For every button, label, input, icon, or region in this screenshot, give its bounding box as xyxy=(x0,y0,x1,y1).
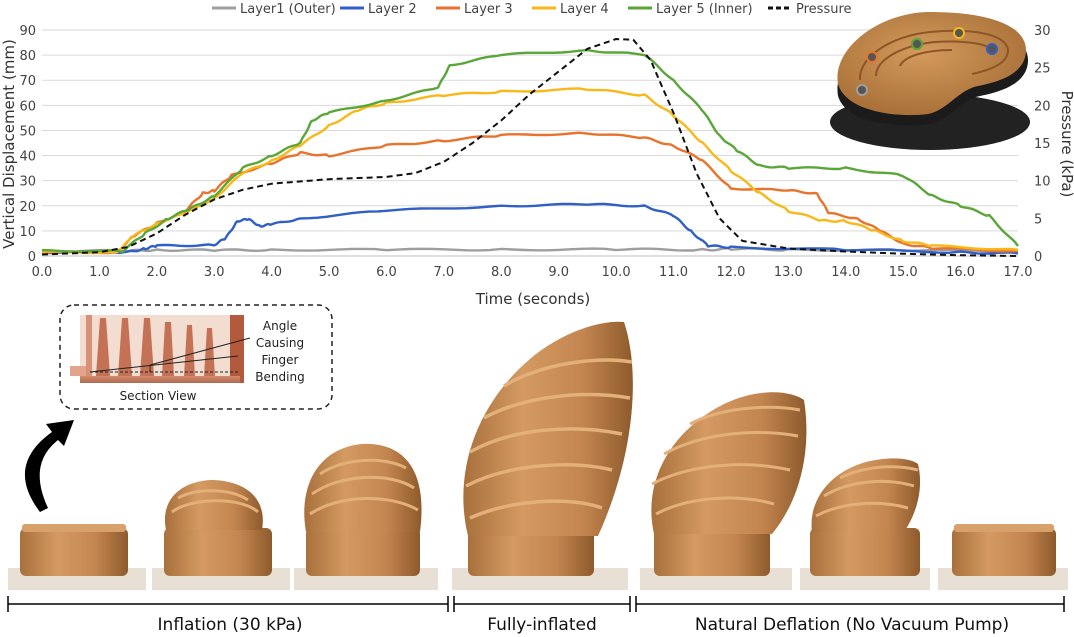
legend-label: Layer 2 xyxy=(368,2,417,17)
legend: Layer1 (Outer) Layer 2 Layer 3 Layer 4 Layer… xyxy=(212,2,852,17)
y-tick-label: 70 xyxy=(19,74,36,89)
curved-arrow-icon xyxy=(24,420,74,512)
x-tick-label: 5.0 xyxy=(319,265,340,280)
y-tick-label: 20 xyxy=(19,200,36,215)
series-layer xyxy=(41,38,1019,257)
legend-label: Layer 3 xyxy=(464,2,513,17)
y2-tick-label: 20 xyxy=(1034,99,1051,114)
legend-label: Layer 5 (Inner) xyxy=(656,2,753,17)
sensor-marker-layer2 xyxy=(986,43,998,55)
photo-frame-2 xyxy=(152,480,290,590)
photo-frame-6 xyxy=(800,458,930,590)
angle-label-line-1: Angle xyxy=(263,319,297,333)
series-line-layer-3 xyxy=(41,131,1019,255)
photo-frame-4 xyxy=(452,321,633,590)
photo-frame-3 xyxy=(294,443,438,590)
stage-label-natural-deflation: Natural Deflation (No Vacuum Pump) xyxy=(695,615,1009,635)
photo-frame-5 xyxy=(640,392,807,590)
section-view-label: Section View xyxy=(120,389,197,403)
y-tick-label: 10 xyxy=(19,225,36,240)
x-tick-label: 2.0 xyxy=(146,265,167,280)
x-tick-label: 10.0 xyxy=(602,265,631,280)
section-view-inset: Angle Causing Finger Bending Section Vie… xyxy=(59,304,333,410)
legend-label: Pressure xyxy=(796,2,852,17)
section-view-diagram xyxy=(70,315,251,383)
y2-tick-label: 10 xyxy=(1034,175,1051,190)
sensor-marker-layer1 xyxy=(856,84,868,96)
y2-tick-label: 0 xyxy=(1034,250,1042,265)
y-tick-label: 80 xyxy=(19,49,36,64)
y2-tick-label: 25 xyxy=(1034,62,1051,77)
x-axis-label: Time (seconds) xyxy=(475,290,591,308)
actuator-photo-sequence xyxy=(8,321,1068,590)
x-tick-label: 13.0 xyxy=(774,265,803,280)
x-tick-label: 3.0 xyxy=(204,265,225,280)
x-tick-label: 15.0 xyxy=(889,265,918,280)
y-tick-label: 50 xyxy=(19,124,36,139)
x-tick-label: 4.0 xyxy=(261,265,282,280)
x-tick-label: 1.0 xyxy=(89,265,110,280)
angle-label-line-4: Bending xyxy=(255,370,304,384)
x-tick-label: 7.0 xyxy=(434,265,455,280)
series-line-layer-4 xyxy=(41,87,1019,255)
legend-label: Layer 4 xyxy=(560,2,609,17)
y-tick-label: 40 xyxy=(19,150,36,165)
y2-tick-label: 5 xyxy=(1034,212,1042,227)
x-tick-label: 17.0 xyxy=(1004,265,1033,280)
x-tick-label: 12.0 xyxy=(716,265,745,280)
sensor-marker-layer4 xyxy=(953,27,965,39)
photo-frame-1 xyxy=(8,524,146,590)
series-line-pressure xyxy=(41,38,1019,257)
series-line-layer-2 xyxy=(41,202,1019,255)
y-tick-label: 90 xyxy=(19,24,36,39)
x-tick-label: 0.0 xyxy=(32,265,53,280)
y2-tick-label: 15 xyxy=(1034,137,1051,152)
y2-axis-label: Pressure (kPa) xyxy=(1058,91,1074,198)
stage-label-inflation: Inflation (30 kPa) xyxy=(158,615,303,635)
y2-tick-label: 30 xyxy=(1034,24,1051,39)
stage-brackets: Inflation (30 kPa) Fully-inflated Natura… xyxy=(7,596,1065,635)
angle-label-line-2: Causing xyxy=(256,336,304,350)
x-tick-label: 11.0 xyxy=(659,265,688,280)
sensor-marker-layer5 xyxy=(911,38,923,50)
y-tick-label: 60 xyxy=(19,99,36,114)
x-tick-label: 8.0 xyxy=(491,265,512,280)
sensor-marker-layer3 xyxy=(866,51,878,63)
legend-label: Layer1 (Outer) xyxy=(240,2,336,17)
grid xyxy=(42,29,1018,257)
x-tick-label: 16.0 xyxy=(946,265,975,280)
displacement-pressure-chart: 0 10 20 30 40 50 60 70 80 90 0 5 10 15 20 25 30 0.0 1.0 2.0… xyxy=(0,2,1074,308)
photo-frame-7 xyxy=(938,524,1068,590)
angle-label-line-3: Finger xyxy=(262,353,299,367)
actuator-top-view-photo xyxy=(830,12,1030,150)
x-tick-label: 6.0 xyxy=(376,265,397,280)
x-tick-label: 14.0 xyxy=(831,265,860,280)
x-tick-label: 9.0 xyxy=(548,265,569,280)
y-tick-label: 30 xyxy=(19,175,36,190)
series-line-layer-5-inner xyxy=(41,48,1019,254)
tick-labels: 0 10 20 30 40 50 60 70 80 90 0 5 10 15 20 25 30 0.0 1.0 2.0… xyxy=(19,24,1050,280)
y-tick-label: 0 xyxy=(28,250,36,265)
stage-label-fully-inflated: Fully-inflated xyxy=(487,615,597,635)
y-axis-label: Vertical Displacement (mm) xyxy=(0,39,18,249)
